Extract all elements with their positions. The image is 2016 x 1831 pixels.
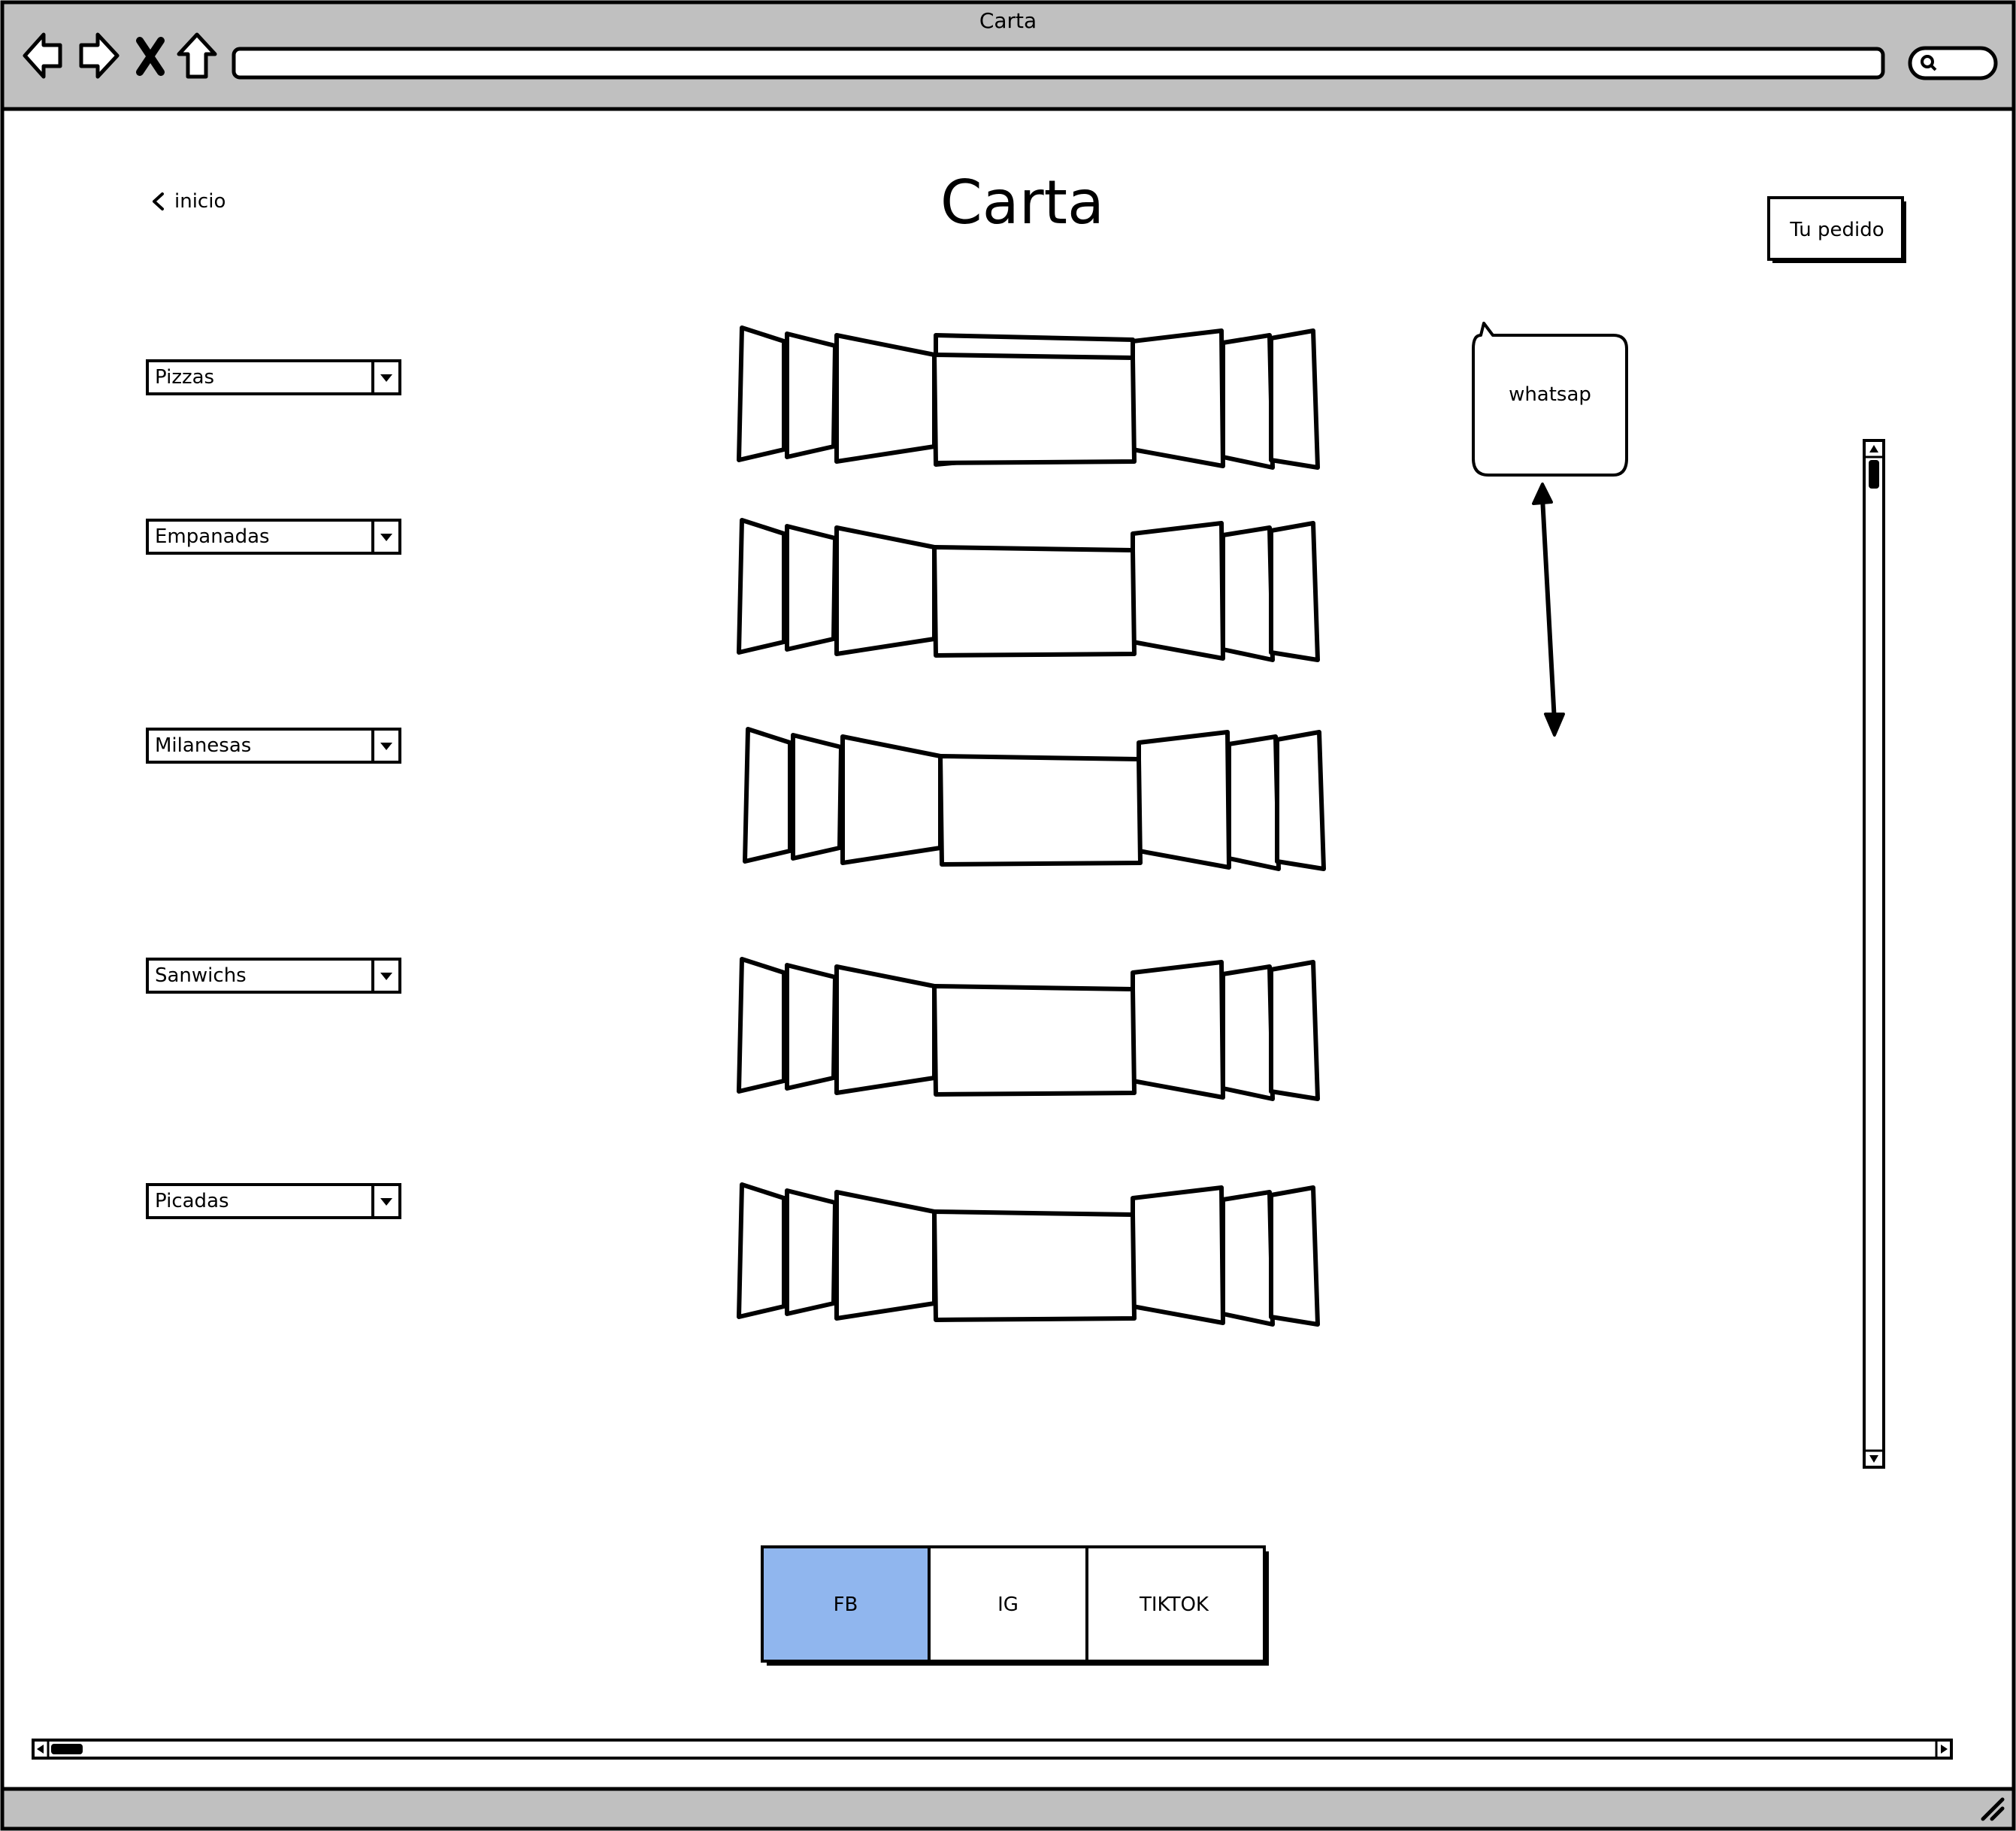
carousel-card[interactable] (834, 333, 937, 464)
horizontal-scrollbar[interactable] (32, 1738, 1953, 1760)
order-button-label: Tu pedido (1790, 219, 1884, 241)
carousel-card[interactable] (737, 957, 786, 1094)
forward-arrow-icon[interactable] (77, 30, 122, 83)
url-bar[interactable] (232, 47, 1885, 80)
select-sanwichs[interactable]: Sanwichs (146, 958, 401, 994)
resize-grip-icon[interactable] (1977, 1793, 2007, 1823)
carousel-card[interactable] (1275, 730, 1326, 871)
carousel-card[interactable] (785, 963, 837, 1091)
select-value: Empanadas (155, 525, 270, 548)
carousel-card[interactable] (785, 1188, 837, 1316)
select-empanadas[interactable]: Empanadas (146, 519, 401, 555)
select-value: Pizzas (155, 366, 215, 389)
select-value: Sanwichs (155, 964, 247, 987)
tab-tiktok-label: TIKTOK (1140, 1593, 1209, 1616)
tab-ig-label: IG (997, 1593, 1019, 1616)
carousel-card[interactable] (737, 325, 786, 462)
select-frame (146, 1183, 401, 1219)
chevron-down-icon (380, 374, 392, 382)
select-frame (146, 359, 401, 395)
carousel-card[interactable] (1269, 1185, 1320, 1327)
carousel-card[interactable] (1131, 1185, 1225, 1325)
carousel-card[interactable] (1131, 328, 1225, 468)
back-link-inicio[interactable]: inicio (150, 186, 226, 216)
select-value: Milanesas (155, 734, 252, 757)
chevron-down-icon (380, 743, 392, 750)
tab-fb-label: FB (833, 1593, 858, 1616)
page-title: Carta (940, 168, 1105, 238)
carousel-card[interactable] (1221, 333, 1275, 470)
browser-search-box[interactable] (1908, 45, 1998, 81)
tab-ig[interactable]: IG (929, 1548, 1087, 1661)
select-milanesas[interactable]: Milanesas (146, 728, 401, 764)
vertical-scrollbar[interactable] (1861, 439, 1887, 1469)
carousel-card[interactable] (791, 733, 843, 861)
tab-fb[interactable]: FB (762, 1548, 929, 1661)
double-arrow-icon[interactable] (1518, 480, 1586, 743)
carousel-card[interactable] (834, 1190, 937, 1321)
carousel-card[interactable] (743, 727, 792, 864)
carousel-card-center[interactable] (932, 353, 1137, 465)
carousel-card[interactable] (737, 518, 786, 655)
select-frame (146, 519, 401, 555)
home-icon[interactable] (174, 30, 219, 83)
carousel-card[interactable] (1269, 328, 1320, 470)
chevron-down-icon (380, 1198, 392, 1206)
carousel-card[interactable] (1221, 964, 1275, 1101)
select-value: Picadas (155, 1190, 229, 1212)
select-pizzas[interactable]: Pizzas (146, 359, 401, 395)
select-picadas[interactable]: Picadas (146, 1183, 401, 1219)
carousel-card[interactable] (1137, 730, 1231, 870)
carousel-card[interactable] (1131, 960, 1225, 1100)
select-frame (146, 728, 401, 764)
whatsapp-bubble[interactable] (1466, 319, 1636, 481)
tab-tiktok[interactable]: TIKTOK (1087, 1548, 1261, 1661)
carousel-sanwichs[interactable] (733, 952, 1334, 1102)
carousel-card[interactable] (1221, 1190, 1275, 1327)
select-frame (146, 958, 401, 994)
carousel-card[interactable] (1269, 960, 1320, 1101)
carousel-card[interactable] (834, 964, 937, 1095)
carousel-card[interactable] (1227, 734, 1281, 871)
order-button[interactable]: Tu pedido (1766, 195, 1908, 265)
chevron-down-icon (380, 534, 392, 541)
carousel-card[interactable] (840, 734, 943, 865)
chevron-down-icon (380, 973, 392, 980)
carousel-card[interactable] (785, 331, 837, 459)
carousel-picadas[interactable] (733, 1177, 1334, 1327)
carousel-card[interactable] (1221, 525, 1275, 662)
carousel-card[interactable] (1269, 521, 1320, 662)
back-link-label: inicio (174, 190, 226, 213)
back-arrow-icon[interactable] (21, 30, 66, 83)
carousel-card-center[interactable] (938, 754, 1143, 867)
social-tabs-frame (761, 1545, 1269, 1666)
carousel-card[interactable] (834, 525, 937, 656)
window-title: Carta (979, 8, 1037, 33)
carousel-card-center[interactable] (932, 545, 1137, 658)
order-button-frame (1767, 196, 1906, 263)
carousel-pizzas[interactable] (733, 320, 1334, 471)
carousel-card[interactable] (737, 1182, 786, 1319)
carousel-card-center[interactable] (932, 1209, 1137, 1322)
stop-icon[interactable] (135, 30, 165, 83)
whatsapp-label: whatsap (1509, 383, 1591, 406)
carousel-card-center[interactable] (932, 984, 1137, 1097)
carousel-empanadas[interactable] (733, 513, 1334, 663)
carousel-card[interactable] (1131, 521, 1225, 661)
carousel-milanesas[interactable] (739, 722, 1340, 872)
carousel-card[interactable] (785, 524, 837, 652)
chevron-left-icon (153, 192, 164, 210)
